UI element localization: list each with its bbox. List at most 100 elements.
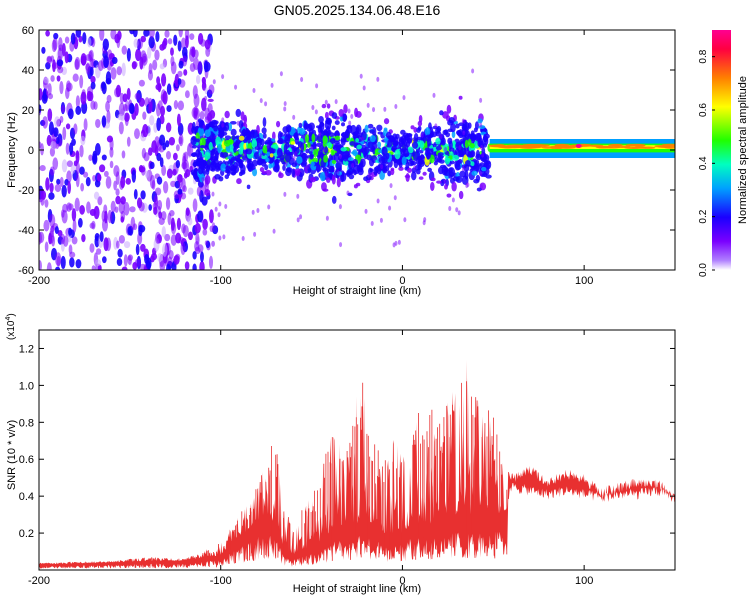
- heatmap-cell: [317, 125, 323, 134]
- heatmap-cell: [139, 166, 146, 173]
- heatmap-cell: [254, 146, 261, 150]
- heatmap-cell: [247, 163, 254, 172]
- heatmap-cell: [199, 144, 206, 149]
- heatmap-cell: [402, 95, 406, 101]
- heatmap-cell: [292, 155, 296, 161]
- heatmap-cell: [218, 176, 224, 182]
- heatmap-cell: [285, 168, 292, 177]
- heatmap-cell: [233, 146, 237, 153]
- colorbar-label: Normalized spectral amplitude: [737, 76, 749, 224]
- heatmap-cell: [331, 174, 335, 180]
- heatmap-cell: [170, 217, 175, 231]
- heatmap-cell: [62, 126, 67, 141]
- heatmap-cell: [205, 46, 211, 58]
- heatmap-cell: [527, 143, 544, 147]
- heatmap-cell: [413, 138, 419, 143]
- heatmap-cell: [448, 167, 453, 173]
- heatmap-cell: [398, 166, 404, 171]
- heatmap-cell: [114, 87, 121, 98]
- heatmap-cell: [369, 129, 375, 134]
- heatmap-cell: [159, 157, 164, 168]
- heatmap-cell: [60, 255, 66, 270]
- heatmap-cell: [178, 174, 183, 189]
- heatmap-cell: [173, 34, 178, 46]
- heatmap-cell: [402, 153, 410, 157]
- heatmap-cell: [121, 266, 128, 270]
- heatmap-cell: [446, 193, 452, 198]
- heatmap-cell: [72, 219, 77, 233]
- heatmap-cell: [292, 114, 296, 120]
- heatmap-cell: [106, 49, 113, 61]
- heatmap-cell: [221, 117, 225, 123]
- heatmap-cell: [97, 196, 103, 206]
- heatmap-cell: [127, 226, 132, 236]
- heatmap-cell: [297, 140, 303, 148]
- heatmap-cell: [129, 206, 136, 213]
- heatmap-cell: [101, 82, 107, 95]
- heatmap-cell: [335, 161, 342, 171]
- heatmap-cell: [41, 93, 48, 104]
- heatmap-cell: [138, 97, 146, 107]
- heatmap-cell: [65, 142, 70, 155]
- heatmap-cell: [125, 178, 132, 185]
- heatmap-cell: [204, 240, 208, 246]
- heatmap-cell: [64, 51, 69, 64]
- heatmap-cell: [123, 241, 131, 249]
- heatmap-cell: [241, 236, 245, 242]
- heatmap-cell: [278, 171, 282, 177]
- heatmap-cell: [267, 137, 271, 142]
- heatmap-cell: [120, 196, 126, 205]
- heatmap-cell: [296, 156, 303, 165]
- heatmap-cell: [149, 174, 156, 189]
- heatmap-cell: [103, 55, 109, 68]
- heatmap-cell: [264, 101, 268, 107]
- heatmap-cell: [101, 154, 107, 161]
- heatmap-cell: [238, 120, 244, 129]
- heatmap-cell: [39, 260, 42, 270]
- heatmap-cell: [262, 145, 268, 154]
- heatmap-cell: [394, 240, 398, 246]
- heatmap-cell: [469, 143, 475, 149]
- heatmap-cell: [75, 95, 80, 109]
- heatmap-cell: [390, 168, 395, 176]
- heatmap-cell: [64, 36, 70, 44]
- heatmap-cell: [123, 201, 130, 216]
- heatmap-cell: [614, 145, 631, 148]
- heatmap-cell: [411, 171, 417, 181]
- heatmap-cell: [271, 131, 276, 141]
- heatmap-cell: [46, 262, 52, 270]
- heatmap-cell: [473, 178, 480, 184]
- heatmap-cell: [458, 145, 462, 151]
- heatmap-cell: [153, 206, 158, 215]
- heatmap-cell: [47, 93, 54, 100]
- heatmap-cell: [279, 71, 283, 77]
- heatmap-cell: [443, 129, 449, 135]
- heatmap-cell: [322, 147, 326, 153]
- heatmap-cell: [133, 188, 138, 200]
- heatmap-cell: [199, 111, 205, 120]
- heatmap-cell: [334, 135, 341, 141]
- heatmap-cell: [95, 118, 101, 128]
- heatmap-cell: [388, 135, 395, 143]
- heatmap-cell: [148, 204, 153, 211]
- heatmap-cell: [49, 213, 56, 228]
- y-tick-label: 0.8: [19, 417, 34, 429]
- heatmap-cell: [306, 164, 310, 170]
- heatmap-cell: [85, 62, 91, 75]
- heatmap-cell: [469, 150, 476, 158]
- heatmap-cell: [369, 172, 373, 178]
- heatmap-cell: [154, 187, 162, 196]
- heatmap-cell: [40, 190, 47, 200]
- heatmap-cell: [157, 100, 163, 111]
- heatmap-cell: [138, 201, 145, 212]
- heatmap-cell: [422, 171, 427, 176]
- heatmap-cell: [142, 55, 147, 63]
- heatmap-cell: [70, 164, 76, 174]
- heatmap-cell: [117, 30, 122, 41]
- heatmap-cell: [49, 166, 55, 176]
- heatmap-cell: [192, 198, 198, 212]
- heatmap-cell: [344, 129, 349, 139]
- heatmap-cell: [77, 217, 83, 228]
- heatmap-cell: [446, 157, 451, 162]
- heatmap-cell: [355, 137, 360, 143]
